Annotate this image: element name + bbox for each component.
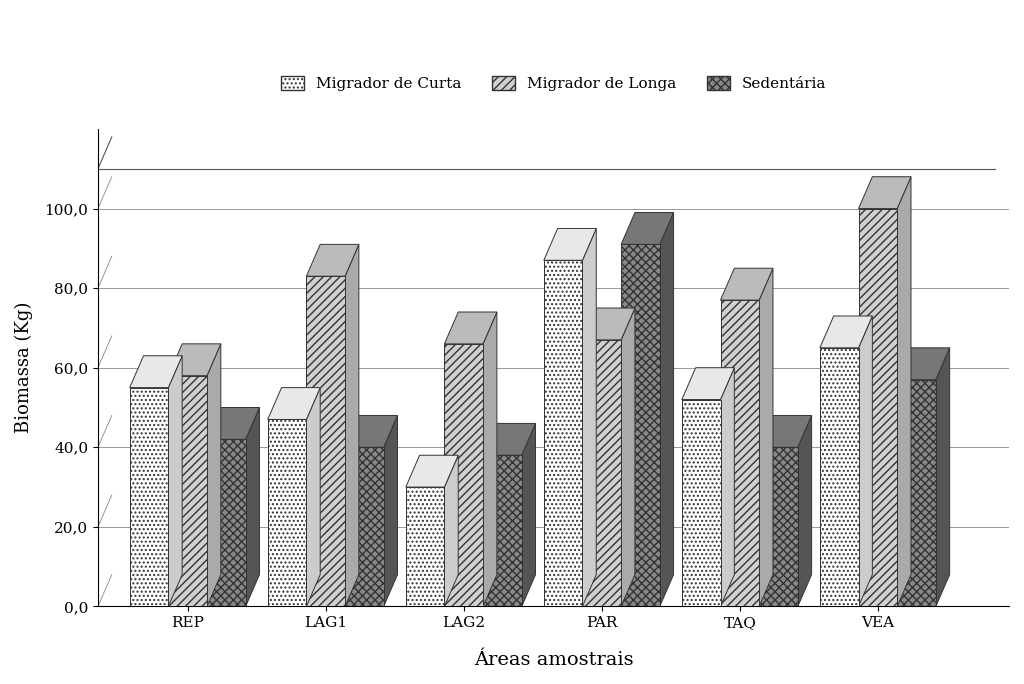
Bar <box>267 419 306 607</box>
Polygon shape <box>721 368 734 607</box>
Polygon shape <box>306 244 358 276</box>
Polygon shape <box>168 356 182 607</box>
Bar <box>345 447 384 607</box>
Polygon shape <box>483 312 497 607</box>
Bar <box>858 209 897 607</box>
Polygon shape <box>858 316 872 607</box>
Polygon shape <box>544 228 596 261</box>
Polygon shape <box>759 268 773 607</box>
Polygon shape <box>622 308 635 607</box>
Bar <box>306 276 345 607</box>
Polygon shape <box>130 356 182 388</box>
Polygon shape <box>267 388 321 419</box>
Polygon shape <box>622 213 674 244</box>
Bar <box>168 376 207 607</box>
Polygon shape <box>345 415 397 447</box>
Polygon shape <box>798 415 812 607</box>
Polygon shape <box>936 348 949 607</box>
Bar <box>544 261 583 607</box>
Polygon shape <box>820 316 872 348</box>
Y-axis label: Biomassa (Kg): Biomassa (Kg) <box>15 302 33 434</box>
Polygon shape <box>406 456 458 487</box>
X-axis label: Áreas amostrais: Áreas amostrais <box>474 651 633 669</box>
Polygon shape <box>207 408 259 439</box>
Polygon shape <box>659 213 674 607</box>
Bar <box>130 388 168 607</box>
Polygon shape <box>897 348 949 380</box>
Polygon shape <box>759 415 812 447</box>
Bar <box>759 447 798 607</box>
Polygon shape <box>583 228 596 607</box>
Bar <box>682 399 721 607</box>
Polygon shape <box>858 176 911 209</box>
Bar <box>483 456 522 607</box>
Polygon shape <box>444 312 497 344</box>
Bar <box>583 340 622 607</box>
Bar <box>622 244 659 607</box>
Bar <box>820 348 858 607</box>
Bar <box>897 380 936 607</box>
Bar <box>444 344 483 607</box>
Polygon shape <box>721 268 773 300</box>
Polygon shape <box>168 344 221 376</box>
Polygon shape <box>207 344 221 607</box>
Polygon shape <box>897 176 911 607</box>
Polygon shape <box>306 388 321 607</box>
Polygon shape <box>384 415 397 607</box>
Bar <box>207 439 246 607</box>
Bar <box>721 300 759 607</box>
Polygon shape <box>682 368 734 399</box>
Polygon shape <box>246 408 259 607</box>
Bar <box>406 487 444 607</box>
Polygon shape <box>583 308 635 340</box>
Polygon shape <box>522 423 536 607</box>
Legend: Migrador de Curta, Migrador de Longa, Sedentária: Migrador de Curta, Migrador de Longa, Se… <box>274 70 833 97</box>
Polygon shape <box>444 456 458 607</box>
Polygon shape <box>483 423 536 456</box>
Polygon shape <box>345 244 358 607</box>
